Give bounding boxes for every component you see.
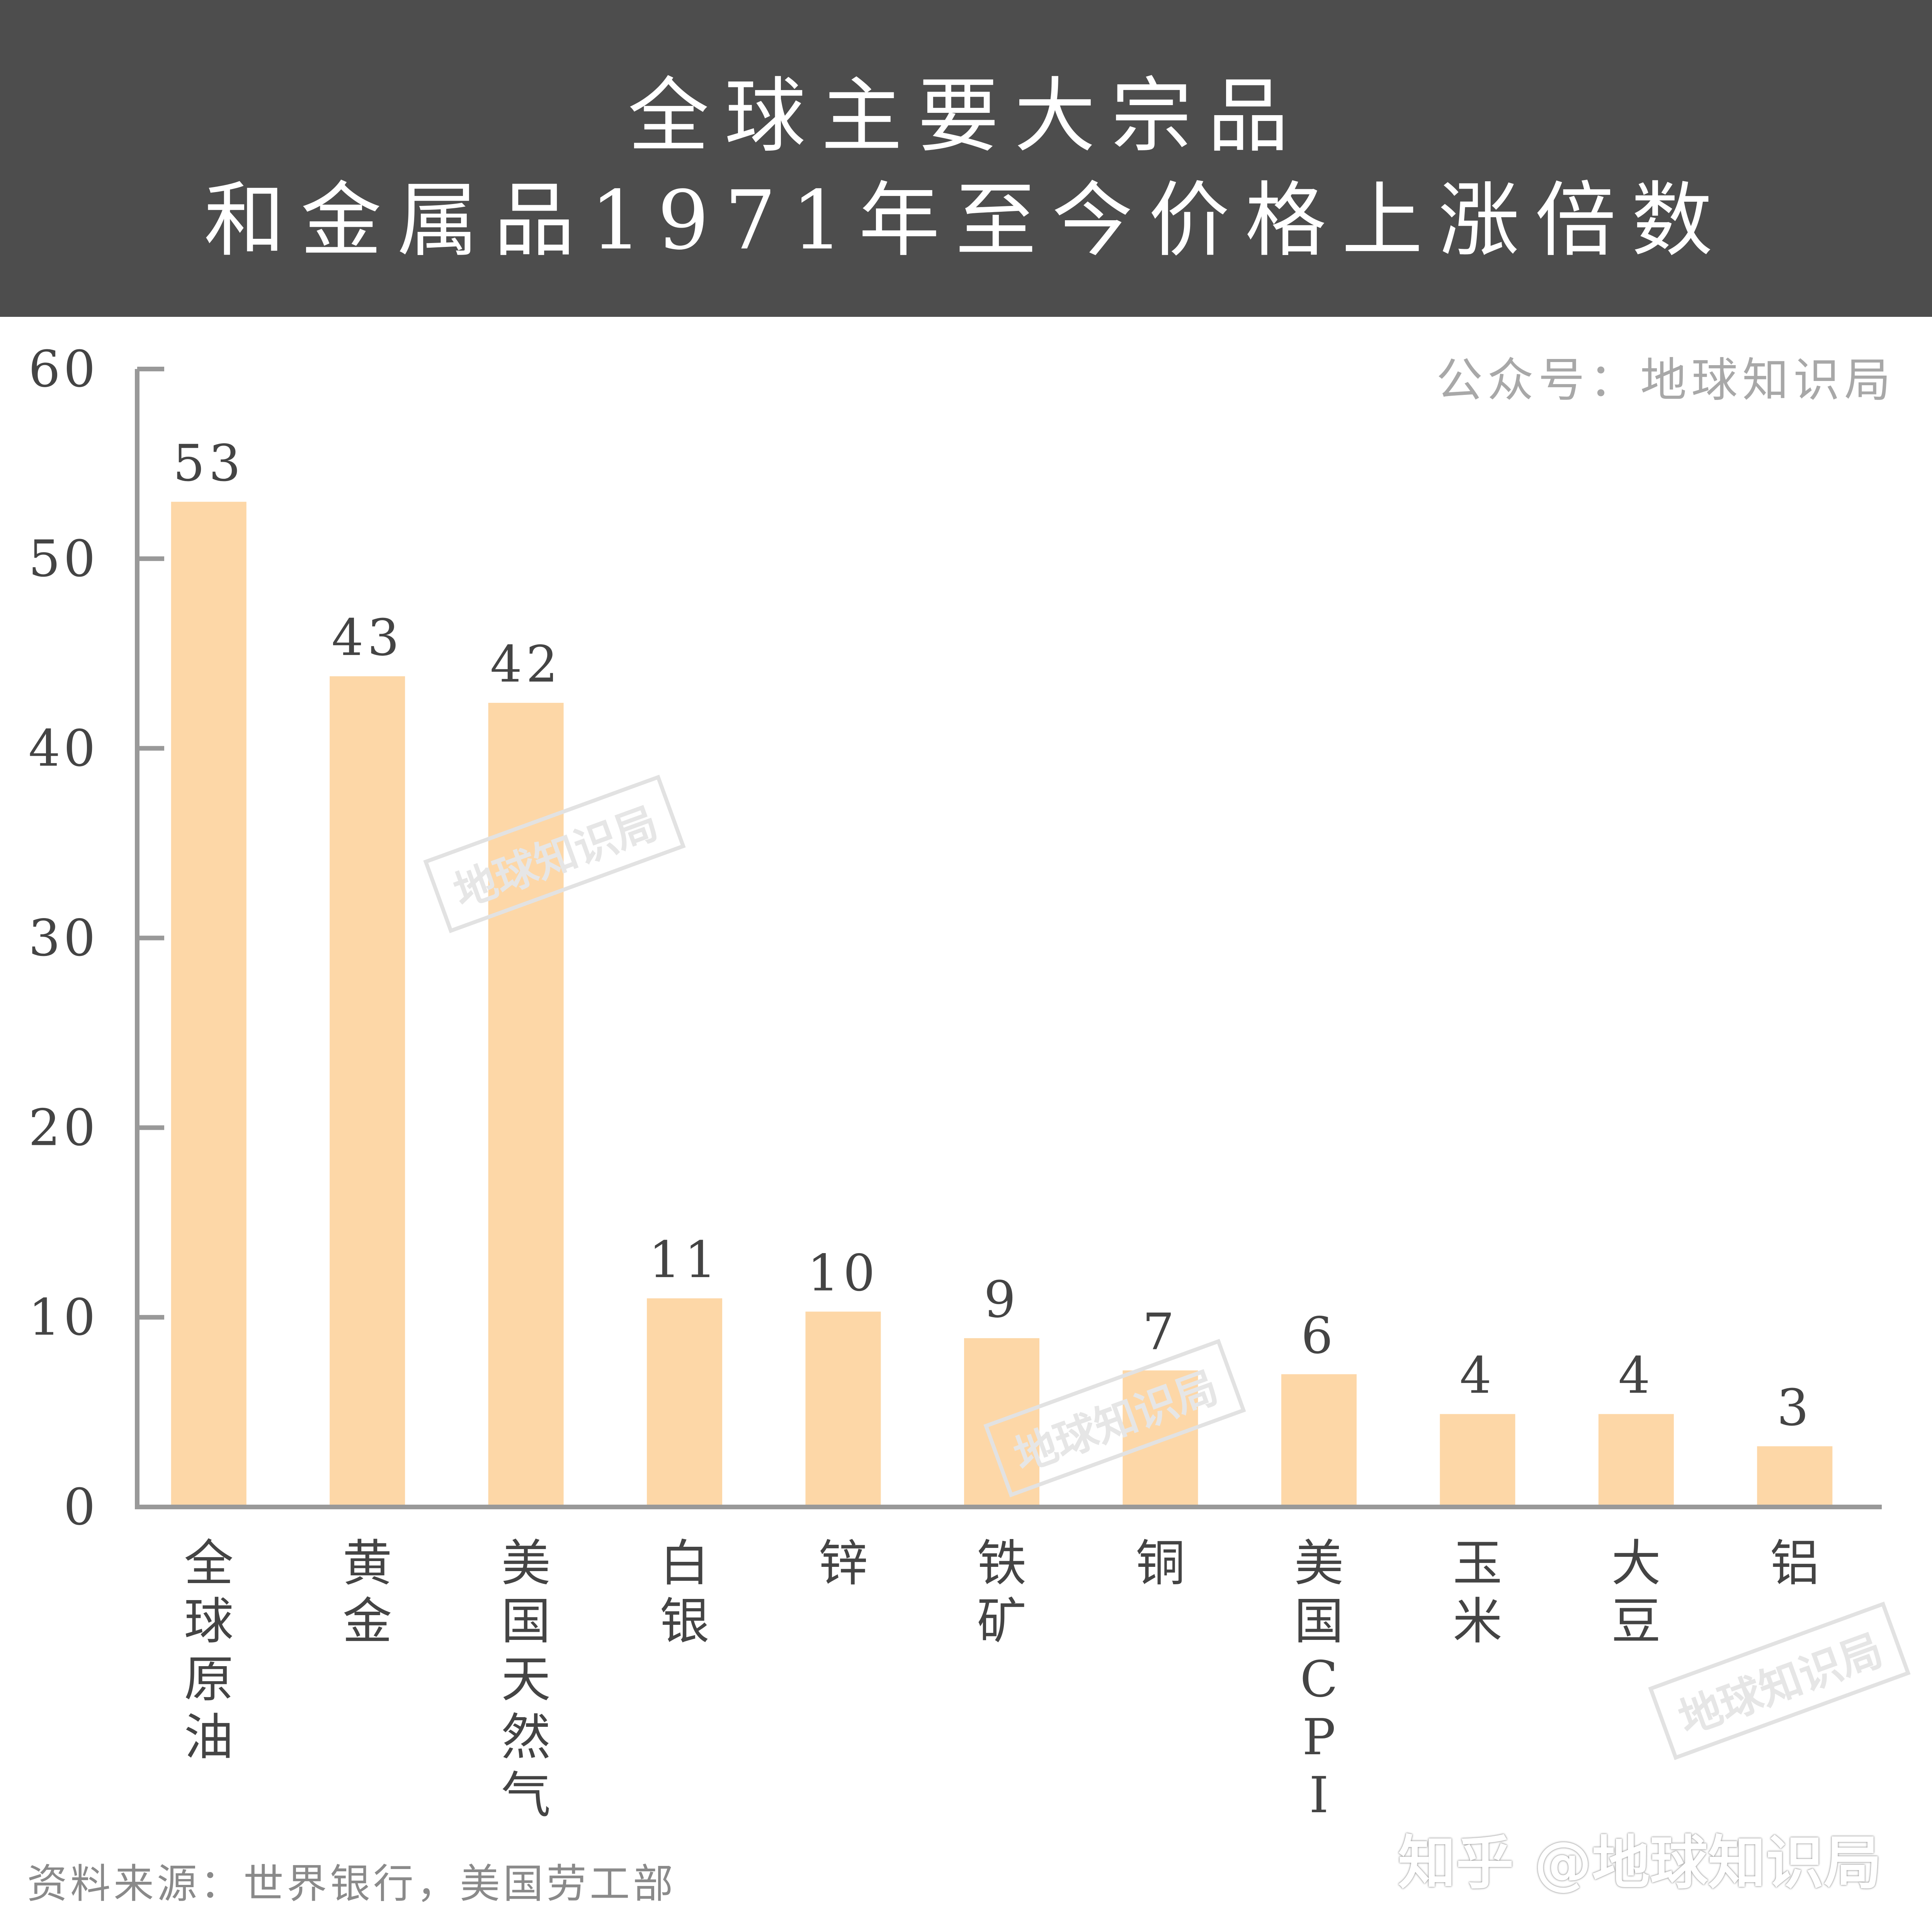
bar <box>171 502 247 1507</box>
bar <box>330 676 405 1507</box>
x-tick-label: 全球原油 <box>184 1535 233 1766</box>
x-tick-label: 玉米 <box>1453 1535 1502 1650</box>
bar <box>805 1311 881 1507</box>
y-tick-label: 10 <box>29 1288 99 1347</box>
zhihu-watermark: 知乎 @地球知识局 <box>1398 1830 1882 1897</box>
data-label: 9 <box>984 1270 1020 1329</box>
y-tick-label: 0 <box>63 1478 99 1536</box>
data-label: 42 <box>490 635 561 694</box>
data-label: 10 <box>807 1243 879 1302</box>
y-tick-label: 50 <box>29 529 99 588</box>
x-tick-label: 铁矿 <box>977 1535 1026 1650</box>
data-label: 7 <box>1143 1303 1179 1361</box>
data-label: 6 <box>1301 1306 1337 1365</box>
bar <box>1440 1414 1515 1507</box>
data-label: 3 <box>1777 1378 1813 1437</box>
bar <box>1598 1414 1674 1507</box>
x-tick-label: 黄金 <box>343 1535 392 1650</box>
data-label: 4 <box>1460 1346 1496 1405</box>
x-tick-label: 铝 <box>1770 1535 1820 1592</box>
y-tick-label: 60 <box>29 340 99 398</box>
x-tick-label: 白银 <box>660 1535 709 1650</box>
x-tick-label: 锌 <box>818 1535 868 1592</box>
chart-title-line-2: 和金属品1971年至今价格上涨倍数 <box>204 173 1728 268</box>
x-tick-label: 美国 C P I <box>1294 1535 1344 1824</box>
x-tick-label: 铜 <box>1136 1535 1185 1592</box>
x-tick-label: 大豆 <box>1611 1535 1661 1650</box>
data-label: 53 <box>173 434 245 493</box>
y-tick-label: 20 <box>29 1098 99 1157</box>
chart-header: 全球主要大宗品 和金属品1971年至今价格上涨倍数 <box>0 0 1932 317</box>
bar <box>1757 1446 1833 1507</box>
source-note: 资料来源：世界银行，美国劳工部 <box>27 1860 677 1907</box>
x-tick-label: 美国天然气 <box>501 1535 551 1824</box>
credit-text: 公众号：地球知识局 <box>1436 354 1895 407</box>
data-label: 4 <box>1618 1346 1654 1405</box>
bar <box>488 702 564 1507</box>
bar <box>1122 1370 1198 1507</box>
y-tick-label: 40 <box>29 719 99 778</box>
data-label: 43 <box>332 608 403 667</box>
bar <box>964 1338 1039 1507</box>
bar <box>1281 1374 1357 1507</box>
bar <box>647 1298 723 1507</box>
chart-title-line-1: 全球主要大宗品 <box>628 69 1304 163</box>
data-label: 11 <box>649 1230 720 1289</box>
y-tick-label: 30 <box>29 909 99 968</box>
